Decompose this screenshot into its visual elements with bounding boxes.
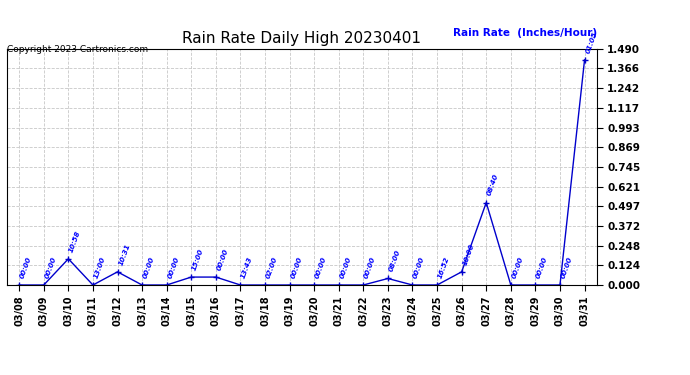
Text: 13:43: 13:43 bbox=[240, 255, 254, 279]
Text: 00:00: 00:00 bbox=[43, 255, 57, 279]
Text: 08:00: 08:00 bbox=[388, 249, 402, 273]
Text: 00:00: 00:00 bbox=[560, 255, 573, 279]
Text: 00:00: 00:00 bbox=[535, 255, 549, 279]
Text: 10:00: 10:00 bbox=[462, 242, 475, 266]
Text: 00:00: 00:00 bbox=[167, 255, 180, 279]
Text: 00:00: 00:00 bbox=[339, 255, 352, 279]
Text: 00:00: 00:00 bbox=[511, 255, 524, 279]
Title: Rain Rate Daily High 20230401: Rain Rate Daily High 20230401 bbox=[182, 31, 422, 46]
Text: 10:58: 10:58 bbox=[68, 230, 82, 253]
Text: 00:00: 00:00 bbox=[19, 255, 32, 279]
Text: 00:00: 00:00 bbox=[216, 248, 229, 271]
Text: 16:52: 16:52 bbox=[437, 255, 451, 279]
Text: 15:00: 15:00 bbox=[191, 248, 205, 271]
Text: 00:00: 00:00 bbox=[290, 255, 303, 279]
Text: 00:00: 00:00 bbox=[364, 255, 377, 279]
Text: 01:05: 01:05 bbox=[584, 30, 598, 54]
Text: 13:00: 13:00 bbox=[93, 255, 106, 279]
Text: 02:00: 02:00 bbox=[265, 255, 279, 279]
Text: 00:00: 00:00 bbox=[142, 255, 155, 279]
Text: 10:31: 10:31 bbox=[117, 242, 131, 266]
Text: 00:00: 00:00 bbox=[413, 255, 426, 279]
Text: Rain Rate  (Inches/Hour): Rain Rate (Inches/Hour) bbox=[453, 27, 597, 38]
Text: Copyright 2023 Cartronics.com: Copyright 2023 Cartronics.com bbox=[7, 45, 148, 54]
Text: 08:40: 08:40 bbox=[486, 173, 500, 196]
Text: 00:00: 00:00 bbox=[314, 255, 328, 279]
